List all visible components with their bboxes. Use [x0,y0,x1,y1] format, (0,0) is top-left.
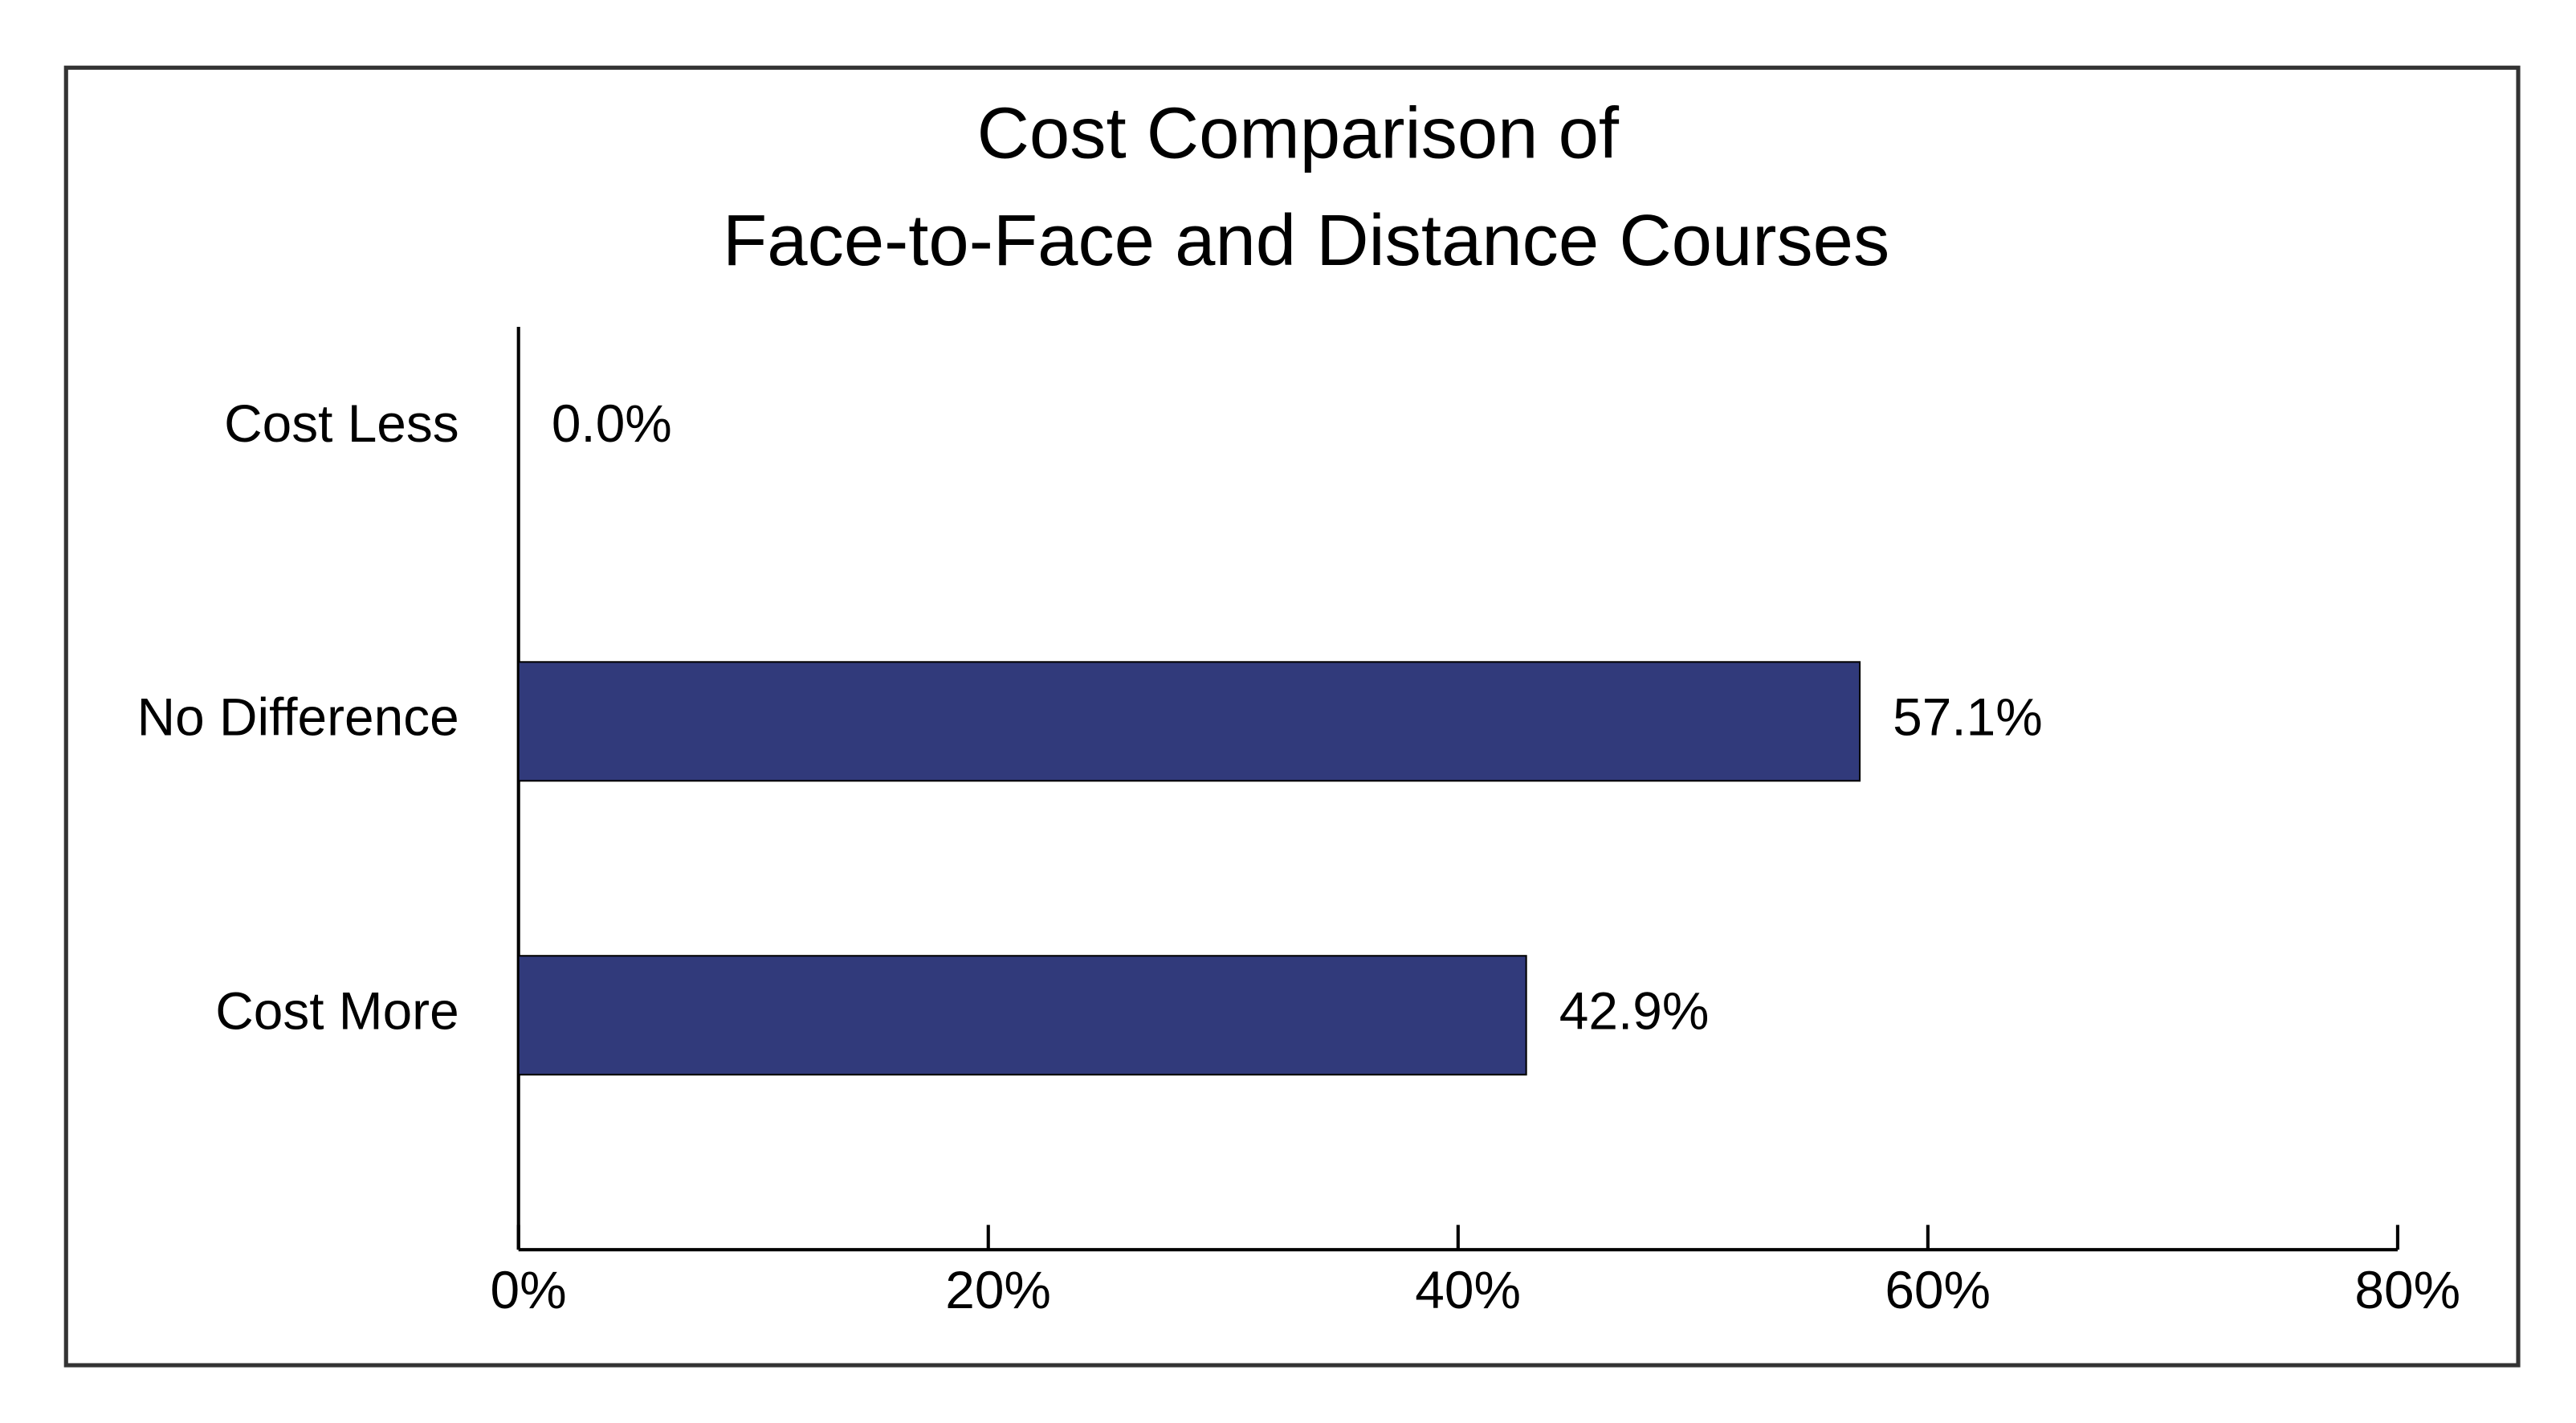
bar [517,661,1861,782]
x-tick-label: 60% [1885,1260,1991,1319]
y-tick-label: Cost Less [224,393,459,453]
chart-title: Cost Comparison of [977,93,1620,174]
chart-title: Face-to-Face and Distance Courses [723,200,1889,281]
y-tick-label: Cost More [215,981,459,1041]
data-label: 42.9% [1559,981,1710,1041]
x-tick-label: 20% [945,1260,1051,1319]
data-label: 57.1% [1893,687,2043,747]
bar [517,955,1527,1076]
x-tick-label: 40% [1415,1260,1521,1319]
data-label: 0.0% [552,393,672,453]
x-tick-label: 0% [491,1260,567,1319]
x-tick-label: 80% [2354,1260,2460,1319]
y-tick-label: No Difference [137,687,459,747]
